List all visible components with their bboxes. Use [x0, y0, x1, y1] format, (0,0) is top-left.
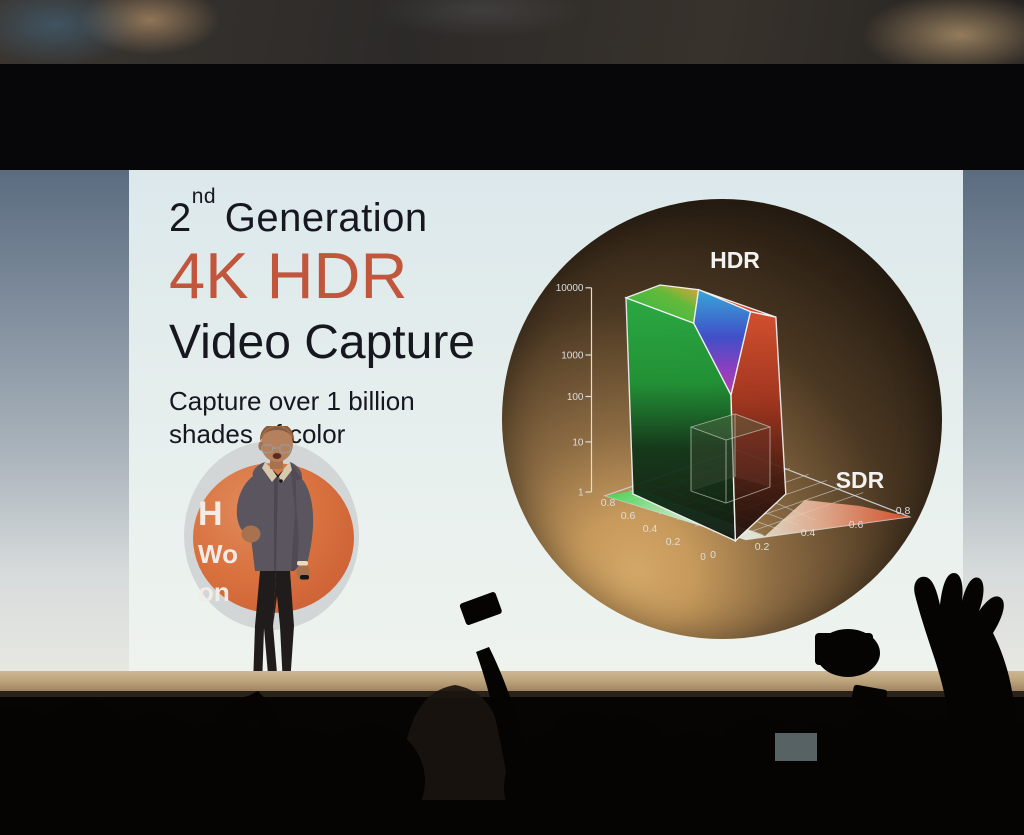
svg-text:0.4: 0.4	[801, 527, 816, 539]
svg-text:1: 1	[578, 488, 584, 499]
svg-text:10000: 10000	[556, 283, 584, 294]
svg-text:100: 100	[567, 392, 584, 403]
svg-text:0.8: 0.8	[896, 505, 911, 517]
svg-text:0.6: 0.6	[621, 510, 636, 522]
svg-text:10: 10	[572, 438, 584, 449]
svg-text:0.4: 0.4	[643, 523, 658, 535]
svg-text:0.8: 0.8	[601, 497, 616, 509]
svg-text:0.2: 0.2	[666, 536, 681, 548]
svg-text:SDR: SDR	[836, 467, 885, 493]
svg-text:1000: 1000	[561, 351, 584, 362]
svg-text:HDR: HDR	[710, 252, 760, 273]
svg-text:0.6: 0.6	[849, 519, 864, 531]
